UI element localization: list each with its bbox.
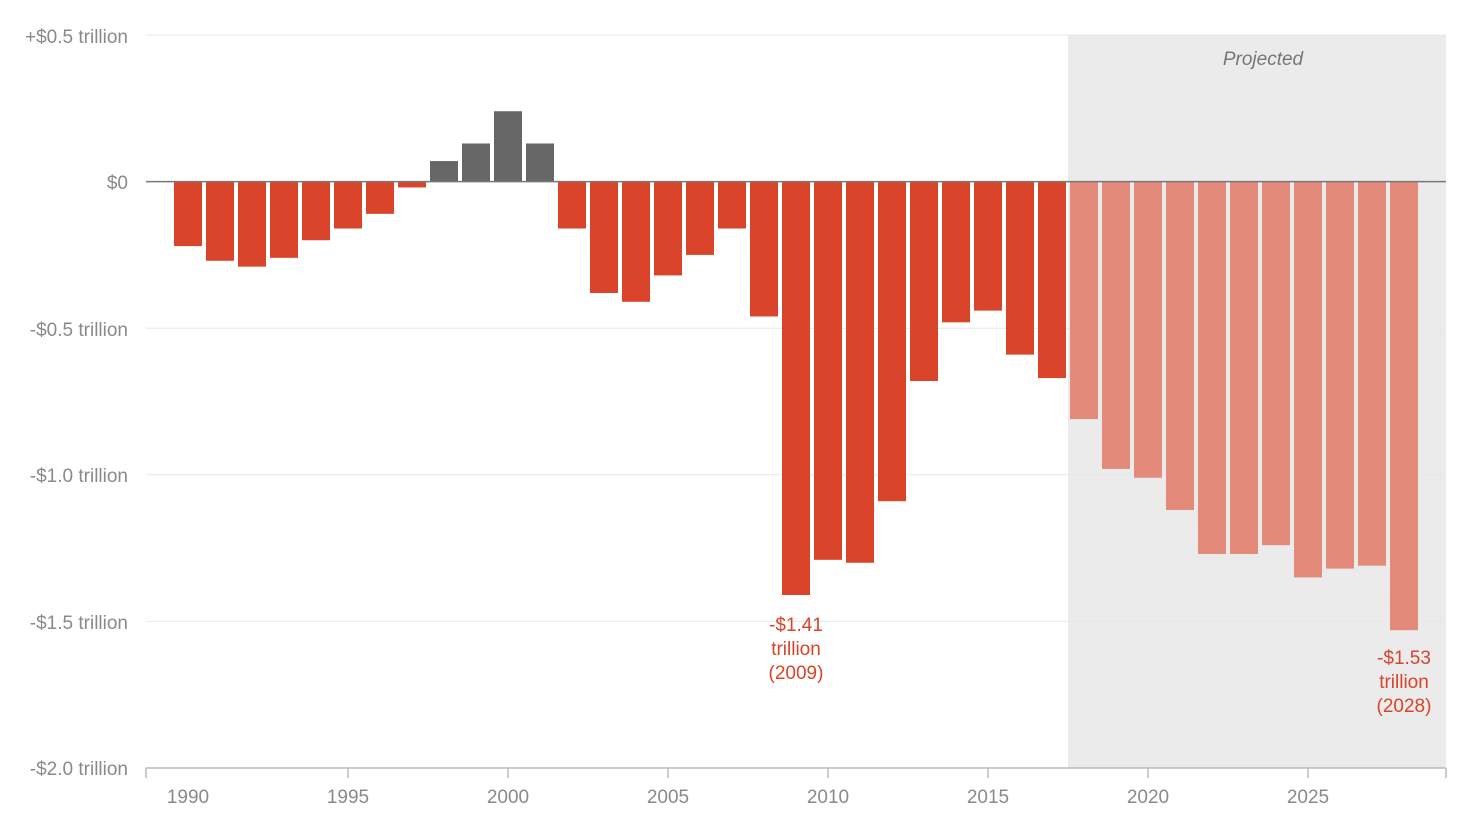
bar-2002 xyxy=(558,181,586,229)
bar-2006 xyxy=(686,181,714,255)
annotation-line: trillion xyxy=(1379,672,1429,693)
x-axis xyxy=(145,767,1447,778)
bar-2018 xyxy=(1070,181,1098,420)
annotation-line: (2028) xyxy=(1377,696,1432,717)
bar-1994 xyxy=(302,181,330,241)
bar-2014 xyxy=(942,181,970,323)
bar-1996 xyxy=(366,181,394,214)
bar-2005 xyxy=(654,181,682,276)
bar-2008 xyxy=(750,181,778,317)
x-tick-label: 2000 xyxy=(487,787,529,808)
bar-1992 xyxy=(238,181,266,267)
bar-2015 xyxy=(974,181,1002,311)
x-tick-label: 2005 xyxy=(647,787,689,808)
x-tick-label: 2025 xyxy=(1287,787,1329,808)
annotation-2009-deficit: -$1.41 trillion (2009) xyxy=(769,615,824,684)
y-axis-tick-labels: +$0.5 trillion $0 -$0.5 trillion -$1.0 t… xyxy=(25,27,128,780)
x-axis-tick-labels: 1990 1995 2000 2005 2010 2015 2020 2025 xyxy=(167,787,1329,808)
bars xyxy=(174,111,1418,631)
bar-2028 xyxy=(1390,181,1418,631)
bar-2001 xyxy=(526,143,554,182)
annotation-line: -$1.41 xyxy=(769,615,823,636)
x-tick-label: 2020 xyxy=(1127,787,1169,808)
y-tick-label: +$0.5 trillion xyxy=(25,27,128,48)
bar-2016 xyxy=(1006,181,1034,355)
bar-2013 xyxy=(910,181,938,381)
bar-2003 xyxy=(590,181,618,294)
bar-1997 xyxy=(398,181,426,188)
x-tick-label: 2015 xyxy=(967,787,1009,808)
bar-2009 xyxy=(782,181,810,596)
bar-2007 xyxy=(718,181,746,229)
y-tick-label: -$1.0 trillion xyxy=(30,466,128,487)
bar-2004 xyxy=(622,181,650,302)
bar-2012 xyxy=(878,181,906,502)
annotation-line: -$1.53 xyxy=(1377,648,1431,669)
projected-label: Projected xyxy=(1223,49,1305,70)
bar-2025 xyxy=(1294,181,1322,578)
x-tick-label: 1995 xyxy=(327,787,369,808)
bar-2017 xyxy=(1038,181,1066,379)
bar-1993 xyxy=(270,181,298,258)
bar-2010 xyxy=(814,181,842,560)
bar-1999 xyxy=(462,143,490,182)
bar-1998 xyxy=(430,161,458,182)
x-tick-label: 1990 xyxy=(167,787,209,808)
bar-1991 xyxy=(206,181,234,261)
bar-2011 xyxy=(846,181,874,563)
bar-1990 xyxy=(174,181,202,247)
bar-2027 xyxy=(1358,181,1386,566)
bar-2020 xyxy=(1134,181,1162,478)
y-tick-label: $0 xyxy=(107,173,128,194)
bar-2023 xyxy=(1230,181,1258,554)
bar-2022 xyxy=(1198,181,1226,554)
bar-2026 xyxy=(1326,181,1354,569)
x-tick-label: 2010 xyxy=(807,787,849,808)
y-tick-label: -$1.5 trillion xyxy=(30,613,128,634)
annotation-2028-deficit: -$1.53 trillion (2028) xyxy=(1377,648,1432,717)
bar-2021 xyxy=(1166,181,1194,510)
y-tick-label: -$0.5 trillion xyxy=(30,320,128,341)
bar-2019 xyxy=(1102,181,1130,469)
annotation-line: trillion xyxy=(771,639,821,660)
y-tick-label: -$2.0 trillion xyxy=(30,759,128,780)
annotation-line: (2009) xyxy=(769,663,824,684)
bar-2024 xyxy=(1262,181,1290,546)
bar-2000 xyxy=(494,111,522,182)
bar-1995 xyxy=(334,181,362,229)
